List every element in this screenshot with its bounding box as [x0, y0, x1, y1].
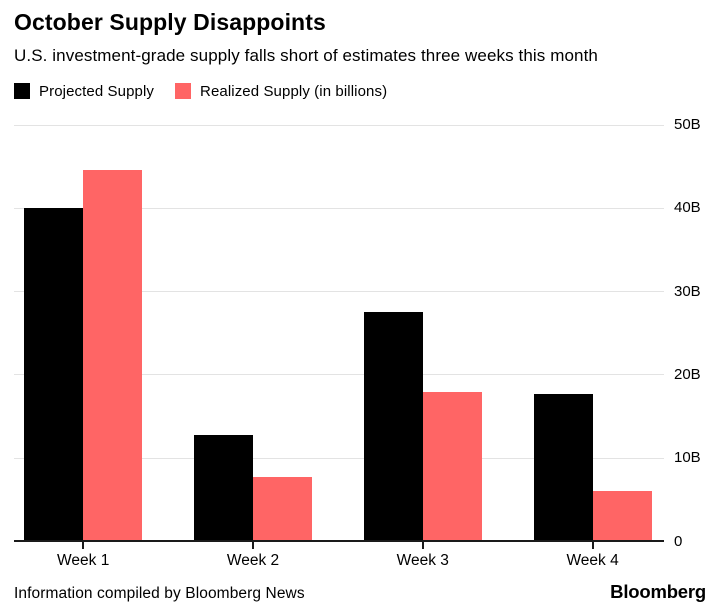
chart-subtitle: U.S. investment-grade supply falls short… — [14, 45, 598, 65]
y-tick-label-30B: 30B — [674, 282, 701, 300]
chart-footer: Information compiled by Bloomberg News B… — [14, 581, 706, 603]
x-tick-label-week-4: Week 4 — [566, 552, 619, 569]
legend-label-projected-supply: Projected Supply — [39, 82, 155, 100]
gridline-30B — [14, 291, 664, 293]
x-tick-label-week-3: Week 3 — [396, 552, 449, 569]
bar-week-4-projected — [533, 394, 593, 542]
chart-header: October Supply Disappoints U.S. investme… — [14, 9, 705, 100]
y-tick-label-20B: 20B — [674, 365, 701, 383]
bar-week-3-realized — [422, 392, 482, 542]
gridline-50B — [14, 124, 664, 126]
chart-title: October Supply Disappoints — [14, 9, 326, 35]
gridline-10B — [14, 457, 664, 459]
x-tick-week-1 — [82, 542, 85, 549]
bar-week-1-realized — [83, 169, 143, 542]
source-note: Information compiled by Bloomberg News — [14, 585, 305, 602]
y-tick-label-10B: 10B — [674, 449, 701, 467]
legend-item-realized-supply: Realized Supply (in billions) — [175, 83, 387, 100]
projected-supply-swatch — [14, 83, 30, 100]
legend-item-projected-supply: Projected Supply — [14, 83, 154, 100]
realized-supply-swatch — [175, 83, 192, 100]
bar-week-3-projected — [363, 311, 423, 542]
y-tick-label-40B: 40B — [674, 199, 701, 217]
x-tick-week-4 — [591, 542, 594, 549]
bar-week-2-realized — [253, 477, 312, 542]
gridline-20B — [14, 374, 664, 376]
x-tick-week-2 — [252, 542, 254, 549]
bloomberg-logo: Bloomberg — [610, 581, 706, 602]
y-tick-label-50B: 50B — [674, 116, 701, 133]
chart-legend: Projected Supply Realized Supply (in bil… — [14, 83, 705, 100]
bar-week-2-projected — [194, 434, 253, 542]
x-tick-label-week-1: Week 1 — [57, 552, 110, 569]
x-axis-line — [14, 540, 664, 542]
gridline-40B — [14, 207, 664, 209]
x-tick-label-week-2: Week 2 — [226, 552, 280, 569]
bar-week-4-realized — [592, 490, 652, 542]
x-tick-week-3 — [421, 542, 424, 549]
legend-label-realized-supply: Realized Supply (in billions) — [200, 82, 388, 100]
y-tick-label-0: 0 — [674, 532, 683, 550]
bar-week-1-projected — [24, 208, 84, 542]
